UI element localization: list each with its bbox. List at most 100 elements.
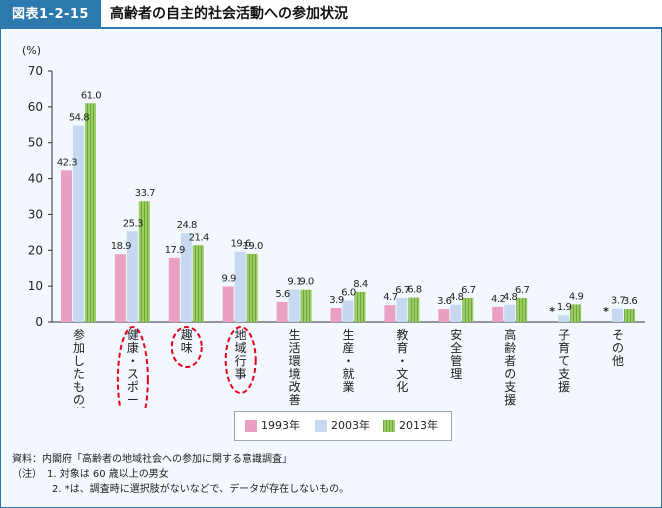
bar-value-label: 9.9 xyxy=(221,274,236,285)
bar-value-label: 61.0 xyxy=(81,90,101,101)
category-label: 趣味 xyxy=(181,327,193,355)
value-labels: 42.3 54.8 61.0 18.9 25.3 33.7 17.9 24.821.4 9.9 1… xyxy=(57,90,638,318)
bar-value-label: 54.8 xyxy=(69,113,89,124)
bar-value-label: 5.6 xyxy=(275,289,290,300)
category-label: 生産・就業 xyxy=(342,328,354,394)
figure-label: 図表1-2-15 xyxy=(0,0,101,29)
bar-value-label: 19.6 xyxy=(231,239,251,250)
bar-value-label: 6.7 xyxy=(515,285,530,296)
missing-marker: * xyxy=(603,305,609,318)
legend-label-2003: 2003年 xyxy=(331,419,370,432)
bar-value-label: 18.9 xyxy=(111,241,131,252)
y-tick-label: 40 xyxy=(28,172,43,186)
category-highlights xyxy=(116,326,257,408)
bar-2013年 xyxy=(138,201,150,322)
category-label: 参加したものがある xyxy=(73,327,85,408)
legend-label-2013: 2013年 xyxy=(399,419,438,432)
bar-2003年 xyxy=(126,231,138,322)
bar-2013年 xyxy=(246,253,258,322)
bar-2003年 xyxy=(342,300,354,322)
bar-1993年 xyxy=(384,305,396,322)
bar-1993年 xyxy=(168,257,180,322)
bars xyxy=(60,103,636,323)
category-label: 生活環境改善 xyxy=(289,328,301,407)
bar-1993年 xyxy=(60,170,72,322)
category-label: 高齢者の支援 xyxy=(504,327,516,407)
bar-value-label: 21.4 xyxy=(189,232,209,243)
bar-2013年 xyxy=(84,103,96,323)
category-label: 地域行事 xyxy=(235,328,247,381)
bar-value-label: 33.7 xyxy=(135,188,155,199)
bar-2003年 xyxy=(234,251,246,322)
bar-1993年 xyxy=(276,301,288,322)
bar-value-label: 4.9 xyxy=(569,291,584,302)
bar-value-label: 3.7 xyxy=(611,296,626,307)
legend: 1993年 2003年 2013年 xyxy=(234,411,452,441)
bar-value-label: 6.7 xyxy=(395,285,410,296)
bar-2003年 xyxy=(450,304,462,322)
bar-2013年 xyxy=(354,291,366,322)
bar-2013年 xyxy=(516,297,528,322)
bar-value-label: 8.4 xyxy=(353,279,368,290)
bar-2013年 xyxy=(570,304,582,322)
y-tick-label: 70 xyxy=(28,64,43,78)
bar-value-label: 9.0 xyxy=(299,277,314,288)
y-tick-label: 50 xyxy=(28,136,43,150)
bar-value-label: 3.6 xyxy=(623,296,638,307)
missing-marker: * xyxy=(549,305,555,318)
bar-value-label: 17.9 xyxy=(165,245,185,256)
bar-1993年 xyxy=(492,306,504,322)
bar-value-label: 4.7 xyxy=(383,292,398,303)
bar-2013年 xyxy=(462,297,474,322)
bar-value-label: 3.9 xyxy=(329,295,344,306)
bar-2003年 xyxy=(396,297,408,322)
figure-title: 高齢者の自主的社会活動への参加状況 xyxy=(110,6,348,22)
y-axis-label: (%) xyxy=(22,44,41,57)
bar-2013年 xyxy=(300,289,312,322)
notes: 資料：内閣府「高齢者の地域社会への参加に関する意識調査」 （注） 1. 対象は … xyxy=(12,452,349,497)
bar-2003年 xyxy=(504,304,516,322)
bar-value-label: 3.6 xyxy=(437,296,452,307)
category-label: その他 xyxy=(612,328,624,368)
y-tick-label: 60 xyxy=(28,100,43,114)
bar-2013年 xyxy=(624,309,636,322)
bar-2003年 xyxy=(612,308,624,322)
bar-2003年 xyxy=(558,315,570,322)
figure-header: 図表1-2-15 高齢者の自主的社会活動への参加状況 xyxy=(0,0,662,29)
bar-value-label: 24.8 xyxy=(177,220,197,231)
bar-1993年 xyxy=(438,309,450,322)
legend-swatch-1993 xyxy=(245,420,257,432)
bar-chart: (%) 0 10 20 30 40 50 60 70 42.3 54.8 61.0 18.9 25.3… xyxy=(22,44,645,408)
highlight-ellipse xyxy=(224,326,257,394)
bar-value-label: 9.1 xyxy=(287,276,302,287)
note-1: （注） 1. 対象は 60 歳以上の男女 xyxy=(12,469,169,480)
note-2: 2. *は、調査時に選択肢がないなどで、データが存在しないもの。 xyxy=(12,484,350,495)
highlight-ellipse xyxy=(170,326,203,368)
axes: 0 10 20 30 40 50 60 70 xyxy=(28,64,645,329)
bar-value-label: 1.9 xyxy=(557,302,572,313)
bar-value-label: 25.3 xyxy=(123,218,143,229)
bar-2003年 xyxy=(72,125,84,322)
legend-swatch-2003 xyxy=(315,420,327,432)
category-label: 安全管理 xyxy=(450,327,462,381)
bar-1993年 xyxy=(330,308,342,322)
y-tick-label: 20 xyxy=(28,243,43,257)
source-note: 資料：内閣府「高齢者の地域社会への参加に関する意識調査」 xyxy=(12,454,292,465)
bar-2003年 xyxy=(288,289,300,322)
bar-2013年 xyxy=(192,245,204,322)
bar-1993年 xyxy=(114,254,126,322)
category-label: 教育・文化 xyxy=(396,327,408,394)
bar-1993年 xyxy=(222,286,234,322)
bar-value-label: 4.8 xyxy=(449,292,464,303)
bar-value-label: 42.3 xyxy=(57,157,77,168)
bar-value-label: 6.7 xyxy=(461,285,476,296)
highlight-ellipse xyxy=(116,326,149,408)
legend-swatch-2013 xyxy=(383,420,395,432)
bar-value-label: 6.0 xyxy=(341,287,356,298)
bar-value-label: 6.8 xyxy=(407,285,422,296)
bar-value-label: 4.8 xyxy=(503,292,518,303)
category-label: 健康・スポーツ xyxy=(127,328,139,408)
category-label: 子育て支援 xyxy=(558,328,570,394)
bar-2003年 xyxy=(180,233,192,322)
y-tick-label: 0 xyxy=(35,315,43,329)
